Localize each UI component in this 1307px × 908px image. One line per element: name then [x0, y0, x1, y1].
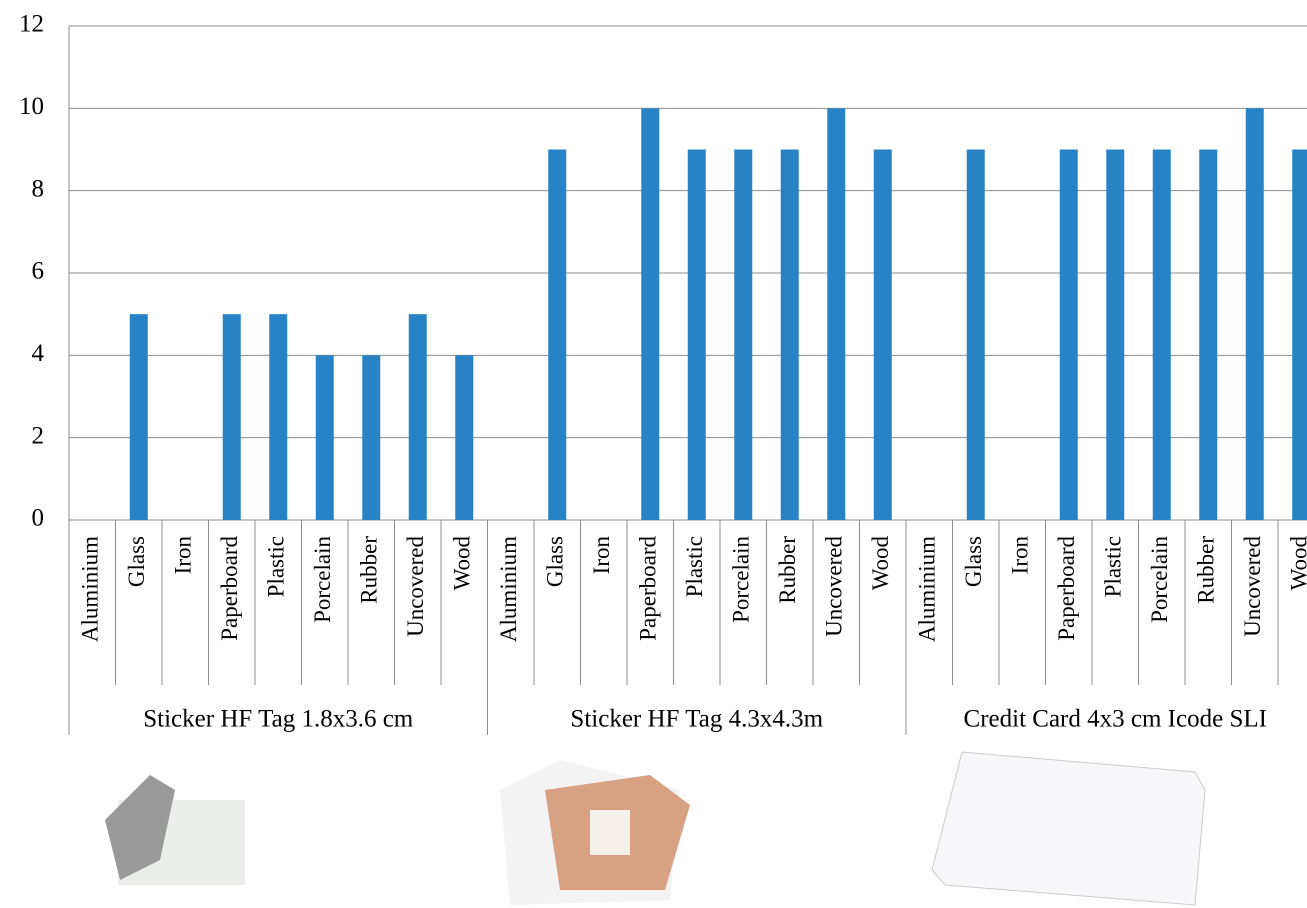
x-tick-label: Rubber	[775, 536, 800, 604]
bar	[734, 149, 753, 520]
bar	[269, 314, 288, 520]
bar	[1292, 149, 1307, 520]
x-tick-label: Glass	[124, 536, 149, 587]
y-tick-label: 8	[32, 175, 45, 202]
x-tick-label: Wood	[1287, 536, 1307, 591]
x-tick-label: Porcelain	[310, 536, 335, 623]
bar	[362, 355, 381, 520]
tag-images	[105, 751, 1206, 906]
x-tick-label: Plastic	[264, 536, 289, 597]
bar	[1106, 149, 1125, 520]
x-tick-label: Porcelain	[729, 536, 754, 623]
group-label: Sticker HF Tag 1.8x3.6 cm	[143, 706, 414, 733]
tag-image	[590, 810, 630, 855]
x-tick-label: Iron	[1008, 536, 1033, 575]
x-tick-label: Wood	[450, 536, 475, 591]
group-label: Credit Card 4x3 cm Icode SLI	[964, 706, 1267, 733]
tag-image	[105, 775, 175, 880]
x-tick-label: Plastic	[1101, 536, 1126, 597]
x-tick-label: Glass	[543, 536, 568, 587]
bar	[129, 314, 148, 520]
bar	[780, 149, 799, 520]
bar	[315, 355, 334, 520]
x-tick-label: Porcelain	[1147, 536, 1172, 623]
y-tick-label: 2	[32, 422, 45, 449]
bar	[408, 314, 427, 520]
bar	[1152, 149, 1171, 520]
x-tick-label: Aluminium	[78, 536, 103, 642]
x-tick-label: Aluminium	[496, 536, 521, 642]
bar	[1059, 149, 1078, 520]
x-tick-label: Rubber	[1194, 536, 1219, 604]
x-tick-label: Paperboard	[636, 536, 661, 641]
bar	[455, 355, 474, 520]
y-tick-label: 6	[32, 258, 45, 285]
x-tick-label: Uncovered	[1240, 536, 1265, 637]
bar	[548, 149, 567, 520]
x-tick-label: Wood	[868, 536, 893, 591]
bar	[687, 149, 706, 520]
x-tick-label: Rubber	[357, 536, 382, 604]
bar	[873, 149, 892, 520]
x-tick-label: Paperboard	[217, 536, 242, 641]
tag-image	[931, 751, 1206, 906]
x-tick-label: Uncovered	[822, 536, 847, 637]
bar	[222, 314, 241, 520]
bar	[641, 108, 660, 520]
y-tick-label: 12	[19, 11, 44, 38]
y-tick-label: 10	[19, 93, 44, 120]
group-label: Sticker HF Tag 4.3x4.3m	[570, 706, 823, 733]
bar	[1245, 108, 1264, 520]
x-tick-label: Uncovered	[403, 536, 428, 637]
x-tick-label: Iron	[171, 536, 196, 575]
y-tick-label: 4	[32, 340, 45, 367]
y-tick-label: 0	[32, 505, 45, 532]
bar	[1199, 149, 1218, 520]
x-tick-label: Paperboard	[1054, 536, 1079, 641]
x-tick-label: Plastic	[682, 536, 707, 597]
bar	[827, 108, 846, 520]
bar	[966, 149, 985, 520]
x-tick-label: Iron	[589, 536, 614, 575]
x-tick-label: Glass	[961, 536, 986, 587]
x-tick-label: Aluminium	[915, 536, 940, 642]
